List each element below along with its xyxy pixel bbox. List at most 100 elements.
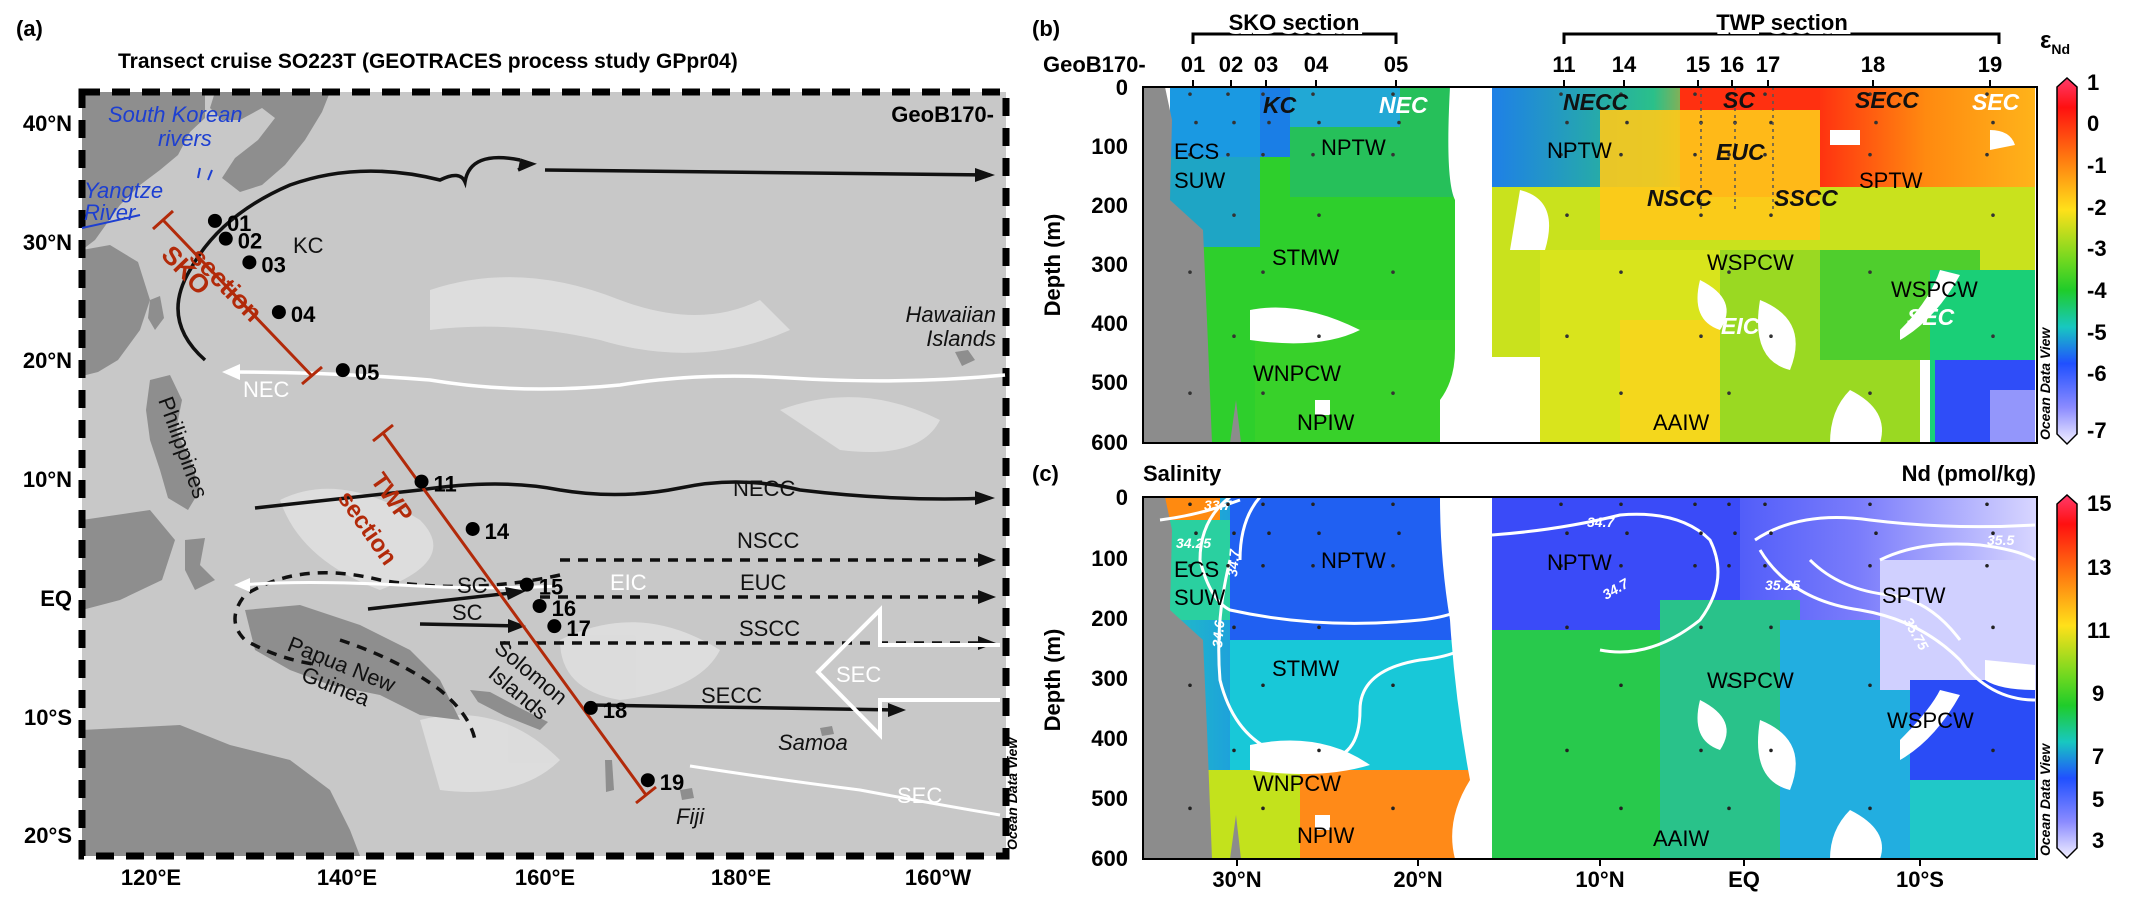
sec-big-arrow: [815, 605, 1000, 740]
cbar-b-title: εNd: [2040, 27, 2070, 57]
sko-section-title-fg: SKO section: [1229, 10, 1360, 35]
sample-point: [1317, 531, 1321, 535]
sample-point: [1397, 531, 1401, 535]
cur-sc: SC: [1723, 87, 1755, 113]
map-frame: [78, 88, 1010, 860]
depth-tick: 500: [1091, 786, 1128, 811]
twp-bracket: [1562, 32, 2001, 44]
lat-axis: 40°N 30°N 20°N 10°N EQ 10°S 20°S: [23, 111, 72, 848]
station-label: 05: [355, 360, 379, 385]
station-label: 04: [291, 302, 316, 327]
sample-point: [1565, 334, 1569, 339]
cur-sec: SEC: [1907, 304, 1955, 330]
station-marker: [335, 363, 350, 378]
lon-tick: 160°E: [515, 865, 575, 890]
sample-point: [1727, 502, 1731, 507]
depth-tick: 300: [1091, 252, 1128, 277]
sample-point: [1769, 334, 1773, 339]
station-marker: [207, 213, 222, 228]
lon-tick: 120°E: [121, 865, 181, 890]
sample-point: [1868, 391, 1872, 395]
sample-point: [1868, 92, 1872, 96]
contour-label: 34.6: [1209, 620, 1227, 649]
korea-rivers-label-2: rivers: [158, 126, 212, 151]
necc-label: NECC: [733, 476, 795, 501]
new-guinea: [245, 605, 460, 720]
station-marker: [218, 231, 233, 246]
panel-b-label: (b): [1032, 16, 1060, 41]
cur-sscc: SSCC: [1774, 185, 1838, 211]
contour-label: 34.7: [1587, 514, 1615, 530]
kc-label: KC: [293, 233, 324, 258]
sample-point: [1232, 334, 1236, 339]
yangtze-label-1: Yangtze: [84, 178, 163, 203]
water-mass-labels-b: ECS SUW NPTW NPTW STMW WNPCW NPIW WSPCW …: [1174, 135, 1978, 435]
sample-point: [1317, 625, 1321, 630]
hawaii-label-1: Hawaiian: [906, 302, 997, 327]
station-marker: [242, 255, 257, 270]
sample-point: [1763, 502, 1767, 507]
sample-point: [1232, 625, 1236, 630]
sample-point: [1261, 391, 1265, 395]
contour-label: 33.7: [1204, 497, 1232, 513]
station-prefix: GeoB170-: [1043, 52, 1146, 77]
sc-label-1: SC: [457, 573, 488, 598]
sample-point: [1397, 120, 1401, 125]
sc2-arrowhead: [508, 619, 526, 633]
wm-nptw: NPTW: [1321, 135, 1386, 160]
station-tick: 03: [1254, 52, 1278, 77]
cur-nscc: NSCC: [1647, 185, 1713, 211]
depth-axis-label-c: Depth (m): [1040, 629, 1065, 732]
sample-point: [1188, 391, 1192, 395]
sample-point: [1391, 502, 1395, 507]
sample-point: [1868, 270, 1872, 274]
wm-nptw: NPTW: [1321, 548, 1386, 573]
sample-point: [1391, 270, 1395, 274]
x-ticks-c: [1236, 859, 1921, 866]
sample-point: [1991, 748, 1995, 753]
wm-npiw: NPIW: [1297, 823, 1355, 848]
wm-nptw: NPTW: [1547, 550, 1612, 575]
station-tick: 02: [1219, 52, 1243, 77]
cbar-tick: 3: [2092, 828, 2104, 853]
sample-point: [1868, 683, 1872, 688]
sample-point: [1619, 683, 1623, 688]
sample-point: [1699, 625, 1703, 630]
station-label: 18: [603, 698, 627, 723]
colorbar-c: [2056, 493, 2078, 860]
sample-point: [1317, 120, 1321, 125]
sec-label-2: SEC: [897, 783, 942, 808]
sample-point: [1565, 625, 1569, 630]
lat-tick: 10°S: [24, 705, 72, 730]
wm-suw: SUW: [1174, 585, 1226, 610]
station-label: 03: [261, 252, 285, 277]
lon-tick: 140°E: [317, 865, 377, 890]
sample-point: [1261, 152, 1265, 157]
depth-tick: 100: [1091, 546, 1128, 571]
current-labels: KC NEC NECC NSCC EIC EUC SC SC SSCC SECC…: [243, 233, 942, 808]
contour-label: 35.5: [1987, 532, 2014, 548]
lat-tick: 30°N: [1212, 867, 1261, 892]
ocean-area: [82, 92, 1006, 856]
sample-point: [1769, 748, 1773, 753]
korea-rivers-label-1: South Korean: [108, 102, 243, 127]
sample-point: [1391, 92, 1395, 96]
solomon-islands: [470, 690, 548, 730]
odv-watermark-c: Ocean Data View: [2037, 743, 2053, 856]
sample-point: [1188, 270, 1192, 274]
sample-point: [1727, 683, 1731, 688]
water-mass-labels-c: ECS SUW NPTW NPTW STMW WNPCW NPIW WSPCW …: [1174, 548, 1974, 851]
wm-wspcw: WSPCW: [1707, 668, 1794, 693]
station-marker: [465, 521, 480, 536]
sample-point: [1188, 152, 1192, 157]
station-tick: 16: [1720, 52, 1744, 77]
lat-tick: 10°N: [1575, 867, 1624, 892]
necc-path: [254, 480, 991, 510]
hawaii-label-2: Islands: [926, 326, 996, 351]
cur-kc: KC: [1263, 92, 1297, 118]
wm-npiw: NPIW: [1297, 410, 1355, 435]
depth-tick: 400: [1091, 311, 1128, 336]
wm-sptw: SPTW: [1882, 583, 1946, 608]
sample-point: [1985, 502, 1989, 507]
sample-point: [1226, 152, 1230, 157]
